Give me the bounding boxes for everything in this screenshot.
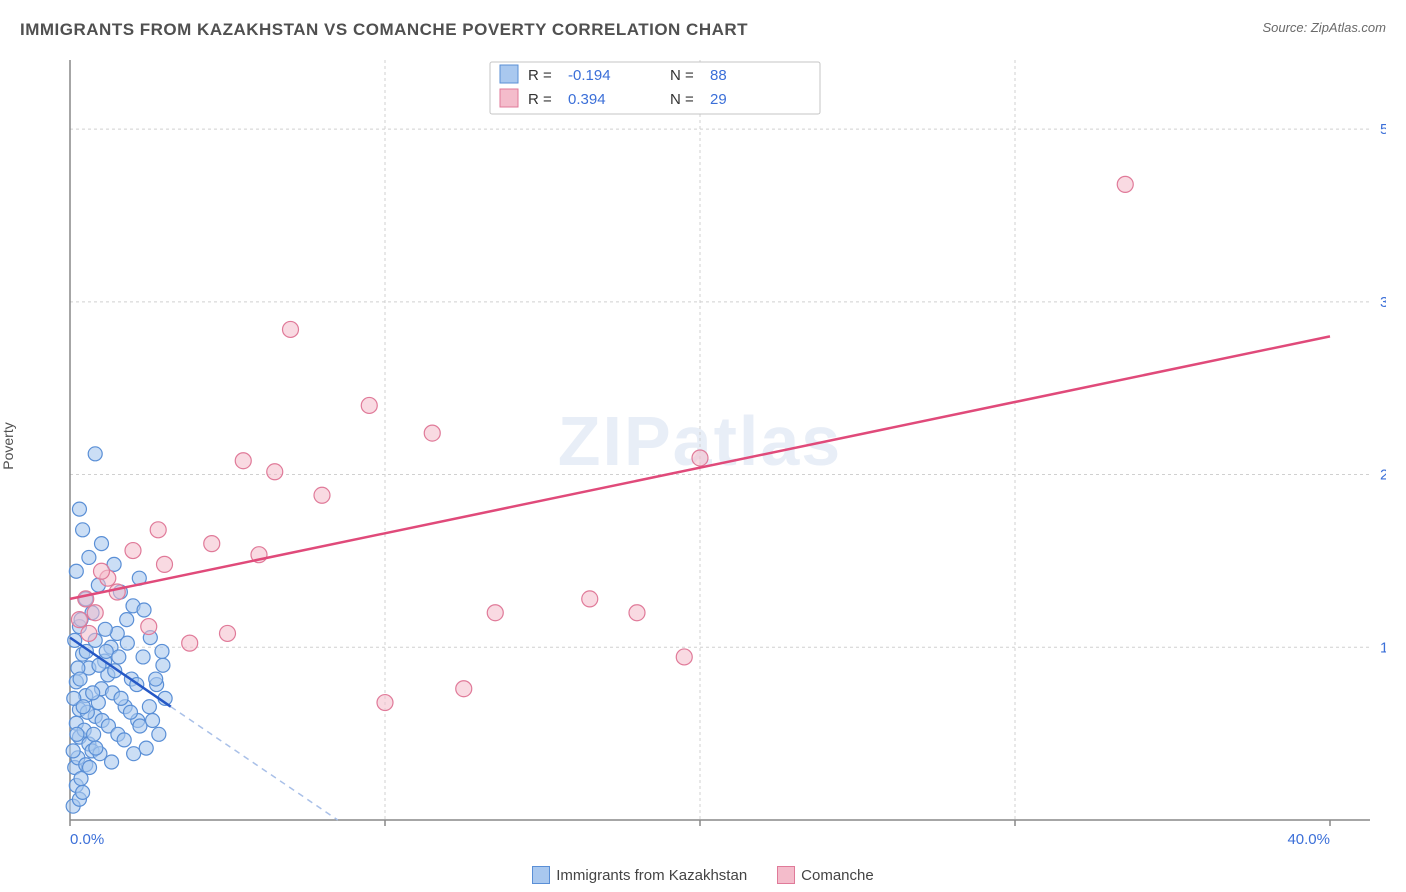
data-point bbox=[152, 727, 166, 741]
data-point bbox=[73, 672, 87, 686]
data-point bbox=[133, 719, 147, 733]
data-point bbox=[155, 644, 169, 658]
data-point bbox=[98, 622, 112, 636]
data-point bbox=[87, 727, 101, 741]
x-tick-label: 40.0% bbox=[1287, 831, 1330, 848]
y-axis-label: Poverty bbox=[0, 422, 16, 469]
data-point bbox=[114, 691, 128, 705]
data-point bbox=[70, 727, 84, 741]
legend-top-n-value: 29 bbox=[710, 91, 727, 108]
data-point bbox=[105, 755, 119, 769]
legend-top-n-label: N = bbox=[670, 91, 694, 108]
data-point bbox=[149, 672, 163, 686]
data-point bbox=[136, 650, 150, 664]
legend-top-swatch bbox=[500, 65, 518, 83]
legend-top-swatch bbox=[500, 89, 518, 107]
data-point bbox=[487, 605, 503, 621]
legend-top-r-label: R = bbox=[528, 67, 552, 84]
x-tick-label: 0.0% bbox=[70, 831, 104, 848]
legend-top-n-value: 88 bbox=[710, 67, 727, 84]
data-point bbox=[117, 733, 131, 747]
data-point bbox=[83, 760, 97, 774]
data-point bbox=[120, 613, 134, 627]
legend-bottom: Immigrants from Kazakhstan Comanche bbox=[0, 866, 1406, 884]
data-point bbox=[150, 522, 166, 538]
legend-item-series-b: Comanche bbox=[777, 866, 874, 884]
data-point bbox=[76, 785, 90, 799]
data-point bbox=[361, 397, 377, 413]
data-point bbox=[424, 425, 440, 441]
data-point bbox=[69, 564, 83, 578]
data-point bbox=[220, 625, 236, 641]
data-point bbox=[629, 605, 645, 621]
data-point bbox=[88, 447, 102, 461]
data-point bbox=[112, 650, 126, 664]
data-point bbox=[182, 635, 198, 651]
legend-label-a: Immigrants from Kazakhstan bbox=[556, 867, 747, 884]
legend-top-n-label: N = bbox=[670, 67, 694, 84]
data-point bbox=[267, 464, 283, 480]
data-point bbox=[86, 686, 100, 700]
source-name: ZipAtlas.com bbox=[1311, 20, 1386, 35]
data-point bbox=[156, 658, 170, 672]
data-point bbox=[76, 700, 90, 714]
data-point bbox=[66, 744, 80, 758]
scatter-chart: ZIPatlas12.5%25.0%37.5%50.0%0.0%40.0%R =… bbox=[50, 50, 1386, 852]
data-point bbox=[1117, 176, 1133, 192]
legend-swatch-b bbox=[777, 866, 795, 884]
data-point bbox=[456, 681, 472, 697]
data-point bbox=[71, 612, 87, 628]
data-point bbox=[76, 523, 90, 537]
data-point bbox=[87, 605, 103, 621]
data-point bbox=[120, 636, 134, 650]
data-point bbox=[235, 453, 251, 469]
data-point bbox=[283, 321, 299, 337]
plot-container: ZIPatlas12.5%25.0%37.5%50.0%0.0%40.0%R =… bbox=[50, 50, 1386, 852]
data-point bbox=[377, 695, 393, 711]
legend-swatch-a bbox=[532, 866, 550, 884]
legend-item-series-a: Immigrants from Kazakhstan bbox=[532, 866, 747, 884]
data-point bbox=[141, 619, 157, 635]
data-point bbox=[676, 649, 692, 665]
trend-line-extension bbox=[171, 707, 338, 820]
data-point bbox=[142, 700, 156, 714]
data-point bbox=[137, 603, 151, 617]
data-point bbox=[82, 550, 96, 564]
source-prefix: Source: bbox=[1262, 20, 1310, 35]
legend-top-r-value: -0.194 bbox=[568, 67, 611, 84]
data-point bbox=[89, 741, 103, 755]
data-point bbox=[582, 591, 598, 607]
y-tick-label: 37.5% bbox=[1380, 294, 1386, 311]
y-tick-label: 50.0% bbox=[1380, 121, 1386, 138]
legend-label-b: Comanche bbox=[801, 867, 874, 884]
data-point bbox=[204, 536, 220, 552]
data-point bbox=[692, 450, 708, 466]
y-tick-label: 25.0% bbox=[1380, 467, 1386, 484]
data-point bbox=[314, 487, 330, 503]
chart-title: IMMIGRANTS FROM KAZAKHSTAN VS COMANCHE P… bbox=[20, 20, 748, 40]
data-point bbox=[125, 543, 141, 559]
data-point bbox=[72, 502, 86, 516]
data-point bbox=[157, 556, 173, 572]
data-point bbox=[94, 563, 110, 579]
legend-top-r-label: R = bbox=[528, 91, 552, 108]
data-point bbox=[146, 714, 160, 728]
source-attribution: Source: ZipAtlas.com bbox=[1262, 20, 1386, 35]
data-point bbox=[95, 537, 109, 551]
data-point bbox=[123, 705, 137, 719]
y-tick-label: 12.5% bbox=[1380, 639, 1386, 656]
data-point bbox=[139, 741, 153, 755]
legend-top-r-value: 0.394 bbox=[568, 91, 606, 108]
data-point bbox=[81, 625, 97, 641]
data-point bbox=[127, 747, 141, 761]
data-point bbox=[99, 644, 113, 658]
data-point bbox=[109, 584, 125, 600]
